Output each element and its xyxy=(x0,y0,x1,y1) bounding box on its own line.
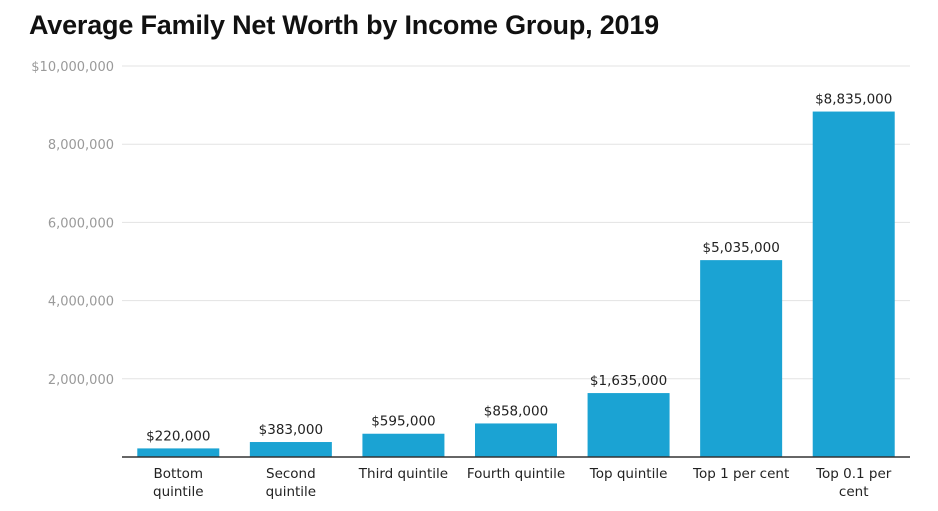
bar xyxy=(475,423,557,457)
bar xyxy=(137,448,220,457)
x-tick-label: Third quintile xyxy=(358,466,448,482)
x-tick-label: cent xyxy=(839,484,869,500)
chart-title: Average Family Net Worth by Income Group… xyxy=(29,10,659,40)
data-label: $595,000 xyxy=(371,414,435,430)
bar xyxy=(587,393,670,457)
x-tick-label: Fourth quintile xyxy=(467,466,565,482)
data-label: $858,000 xyxy=(484,403,548,419)
x-tick-label: quintile xyxy=(266,484,317,500)
data-label: $220,000 xyxy=(146,428,210,444)
y-tick-label: $10,000,000 xyxy=(31,60,114,75)
x-tick-label: Top 1 per cent xyxy=(692,466,789,482)
x-tick-label: Bottom xyxy=(154,466,204,482)
data-label: $1,635,000 xyxy=(590,373,667,389)
y-tick-label: 2,000,000 xyxy=(48,373,114,388)
bar xyxy=(700,260,783,457)
y-tick-label: 6,000,000 xyxy=(48,216,114,231)
data-label: $5,035,000 xyxy=(702,240,779,256)
x-tick-label: quintile xyxy=(153,484,204,500)
x-tick-label: Top quintile xyxy=(589,466,668,482)
bar xyxy=(249,442,332,457)
y-tick-label: 4,000,000 xyxy=(48,295,114,310)
x-tick-label: Second xyxy=(266,466,316,482)
data-label: $8,835,000 xyxy=(815,92,892,108)
bar xyxy=(362,433,445,457)
data-label: $383,000 xyxy=(259,422,323,438)
bar xyxy=(812,111,895,457)
x-tick-label: Top 0.1 per xyxy=(815,466,892,482)
y-tick-label: 8,000,000 xyxy=(48,138,114,153)
